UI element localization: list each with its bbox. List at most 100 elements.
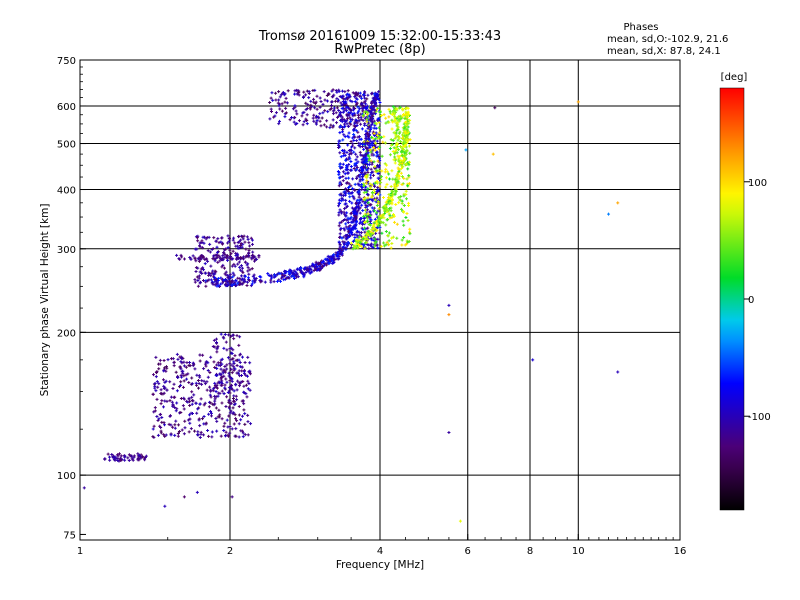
data-point: [401, 219, 405, 223]
data-point: [395, 143, 399, 147]
trace-point: [394, 190, 398, 194]
trace-point: [356, 246, 360, 250]
spread-point: [221, 254, 225, 258]
data-point: [215, 341, 219, 345]
data-point: [387, 120, 391, 124]
data-point: [245, 263, 249, 267]
data-point: [217, 408, 221, 412]
trace-point: [279, 279, 283, 283]
data-point: [347, 155, 351, 159]
data-point: [346, 220, 350, 224]
data-point: [203, 262, 207, 266]
data-point: [202, 379, 206, 383]
data-point: [359, 220, 363, 224]
data-point: [354, 103, 358, 107]
data-point: [220, 362, 224, 366]
data-point: [345, 150, 349, 154]
trace-point: [319, 267, 323, 271]
trace-point: [400, 164, 404, 168]
data-point: [372, 146, 376, 150]
data-point: [335, 90, 339, 94]
trace-point: [373, 108, 377, 112]
data-point: [395, 222, 399, 226]
data-point: [365, 242, 369, 246]
data-point: [168, 414, 172, 418]
data-point: [347, 163, 351, 167]
data-point: [246, 374, 250, 378]
data-point: [220, 357, 224, 361]
data-point: [183, 419, 187, 423]
data-point: [337, 89, 341, 93]
data-point: [194, 259, 198, 263]
isolated-point: [616, 370, 620, 374]
data-point: [328, 126, 332, 130]
data-point: [201, 417, 205, 421]
data-point: [153, 409, 157, 413]
trace-point: [215, 284, 219, 288]
data-point: [199, 397, 203, 401]
trace-point: [239, 274, 243, 278]
data-point: [400, 133, 404, 137]
data-point: [106, 452, 110, 456]
data-point: [308, 107, 312, 111]
data-point: [207, 412, 211, 416]
data-point: [277, 122, 281, 126]
data-point: [203, 401, 207, 405]
data-point: [209, 264, 213, 268]
spread-point: [238, 256, 242, 260]
data-point: [387, 239, 391, 243]
data-point: [239, 244, 243, 248]
data-point: [184, 373, 188, 377]
data-point: [249, 422, 253, 426]
data-point: [376, 192, 380, 196]
data-point: [174, 419, 178, 423]
data-point: [284, 111, 288, 115]
trace-point: [383, 204, 387, 208]
data-point: [200, 382, 204, 386]
trace-point: [214, 277, 218, 281]
data-point: [363, 188, 367, 192]
data-point: [219, 332, 223, 336]
data-point: [384, 167, 388, 171]
trace-point: [360, 177, 364, 181]
data-point: [236, 244, 240, 248]
trace-point: [350, 228, 354, 232]
data-point: [337, 240, 341, 244]
data-point: [376, 188, 380, 192]
data-point: [243, 422, 247, 426]
data-point: [192, 393, 196, 397]
data-point: [162, 384, 166, 388]
data-point: [246, 379, 250, 383]
data-point: [212, 360, 216, 364]
data-point: [204, 422, 208, 426]
data-point: [230, 427, 234, 431]
data-point: [190, 390, 194, 394]
data-point: [242, 384, 246, 388]
data-point: [213, 399, 217, 403]
data-point: [214, 373, 218, 377]
data-point: [220, 417, 224, 421]
data-point: [319, 124, 323, 128]
data-point: [343, 135, 347, 139]
data-point: [215, 367, 219, 371]
data-point: [375, 211, 379, 215]
data-point: [325, 119, 329, 123]
data-point: [359, 115, 363, 119]
data-point: [366, 187, 370, 191]
data-point: [367, 223, 371, 227]
data-point: [240, 355, 244, 359]
data-point: [304, 93, 308, 97]
data-point: [193, 429, 197, 433]
trace-point: [361, 167, 365, 171]
data-point: [362, 214, 366, 218]
data-point: [235, 334, 239, 338]
data-point: [241, 271, 245, 275]
data-point: [365, 179, 369, 183]
data-point: [240, 266, 244, 270]
data-point: [350, 201, 354, 205]
data-point: [375, 204, 379, 208]
data-point: [343, 207, 347, 211]
data-point: [364, 102, 368, 106]
data-point: [110, 453, 114, 457]
data-point: [281, 91, 285, 95]
